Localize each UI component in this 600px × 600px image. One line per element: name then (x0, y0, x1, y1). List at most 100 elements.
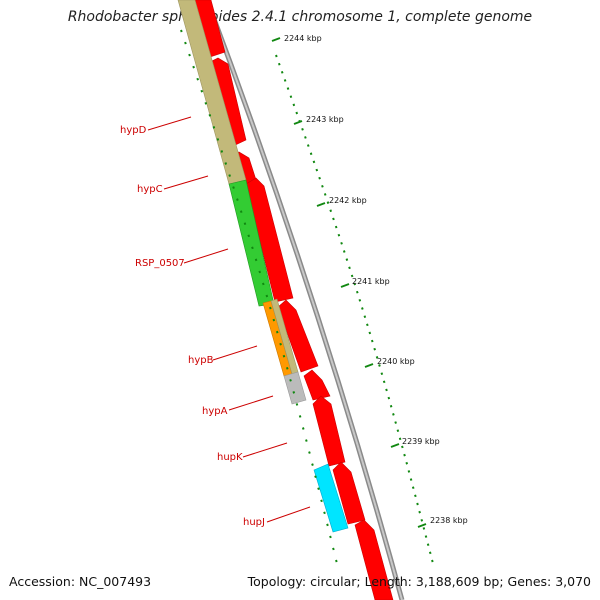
tick-mark (317, 487, 320, 491)
tick-mark (334, 225, 338, 229)
tick-mark (396, 429, 400, 433)
red-gene-6[interactable] (303, 369, 331, 401)
tick-mark (326, 523, 329, 527)
red-gene-track (192, 0, 394, 600)
tick-mark (326, 201, 330, 204)
scale-tick-track (275, 54, 434, 563)
tick-mark (414, 494, 417, 498)
tick-mark (289, 95, 293, 99)
tick-mark (228, 174, 231, 177)
tick-mark (269, 306, 272, 310)
tick-mark (196, 77, 199, 81)
tick-mark (398, 437, 402, 441)
tick-mark (366, 323, 369, 327)
tick-mark (279, 342, 282, 346)
tick-mark (275, 54, 278, 58)
tick-mark (272, 318, 276, 322)
tick-mark (358, 299, 362, 302)
tick-mark (409, 478, 413, 481)
red-gene-7[interactable] (312, 395, 346, 467)
tick-mark (394, 421, 397, 424)
tick-mark (403, 453, 406, 457)
tick-mark (275, 330, 279, 334)
tick-mark (348, 266, 351, 270)
gene-label-hypC[interactable]: hypC (137, 184, 163, 195)
tick-mark (304, 136, 307, 139)
tick-mark (295, 403, 299, 406)
tick-mark (306, 144, 310, 147)
tick-mark (342, 250, 346, 253)
gene-label-hupK[interactable]: hupK (217, 452, 243, 463)
tick-mark (180, 29, 183, 33)
tick-mark (251, 246, 254, 250)
tick-mark (236, 198, 239, 201)
tick-mark (424, 535, 428, 538)
tick-mark (332, 217, 335, 221)
tick-mark (188, 53, 191, 57)
gene-label-rsp0507[interactable]: RSP_0507 (135, 258, 185, 269)
tick-mark (329, 535, 332, 539)
tick-mark (420, 518, 424, 522)
tick-mark (337, 233, 341, 237)
scale-labels: 2244 kbp 2243 kbp 2242 kbp 2241 kbp 2240… (284, 34, 468, 525)
tick-mark (426, 543, 430, 547)
tick-mark (323, 193, 327, 196)
tick-mark (320, 499, 323, 503)
scale-label: 2242 kbp (329, 196, 367, 205)
backbone (204, 0, 405, 600)
tick-mark (216, 138, 220, 141)
tick-mark (280, 70, 284, 74)
tick-mark (265, 294, 269, 298)
reverse-gene-track (177, 0, 349, 533)
tick-mark (232, 186, 235, 189)
tick-mark (247, 234, 251, 238)
gene-label-hypB[interactable]: hypB (188, 355, 214, 366)
gene-label-hypA[interactable]: hypA (202, 406, 228, 417)
tick-mark (332, 547, 335, 551)
cyan-gene[interactable] (313, 463, 349, 533)
tick-mark (370, 339, 374, 343)
tick-mark (301, 427, 305, 430)
tick-mark (220, 150, 224, 153)
tick-mark (382, 380, 386, 384)
label-leader-lines (147, 116, 311, 523)
tick-mark (305, 439, 308, 442)
tick-mark (292, 391, 296, 394)
tick-mark (355, 290, 359, 294)
red-gene-8[interactable] (332, 461, 366, 525)
tick-mark (301, 127, 304, 131)
tick-mark (200, 89, 204, 93)
tick-mark (378, 364, 381, 367)
gene-label-hupJ[interactable]: hupJ (243, 517, 265, 528)
tick-mark (283, 79, 287, 82)
scale-label: 2239 kbp (402, 437, 440, 446)
scale-major-ticks (271, 37, 427, 528)
red-gene-5[interactable] (277, 299, 319, 373)
red-gene-9[interactable] (354, 519, 394, 600)
tick-mark (318, 176, 321, 180)
tick-mark (192, 65, 195, 69)
gene-label-hypD[interactable]: hypD (120, 125, 147, 136)
red-gene-4[interactable] (245, 177, 294, 303)
tick-mark (373, 347, 376, 351)
tick-mark (204, 101, 208, 105)
scale-label: 2243 kbp (306, 115, 344, 124)
tick-mark (380, 372, 384, 375)
tick-mark (335, 559, 338, 563)
grey-gene[interactable] (283, 371, 307, 405)
tick-mark (282, 354, 286, 358)
tick-mark (312, 160, 316, 164)
tick-mark (277, 62, 281, 66)
tick-mark (422, 527, 426, 530)
tick-mark (212, 126, 216, 129)
tick-mark (208, 113, 212, 117)
tick-mark (368, 331, 372, 335)
tick-mark (285, 366, 289, 370)
tick-mark (308, 451, 311, 454)
tick-mark (243, 222, 247, 226)
tick-mark (431, 559, 434, 563)
genome-summary-text: Topology: circular; Length: 3,188,609 bp… (247, 574, 591, 589)
tick-mark (184, 41, 187, 45)
tick-mark (428, 551, 432, 555)
